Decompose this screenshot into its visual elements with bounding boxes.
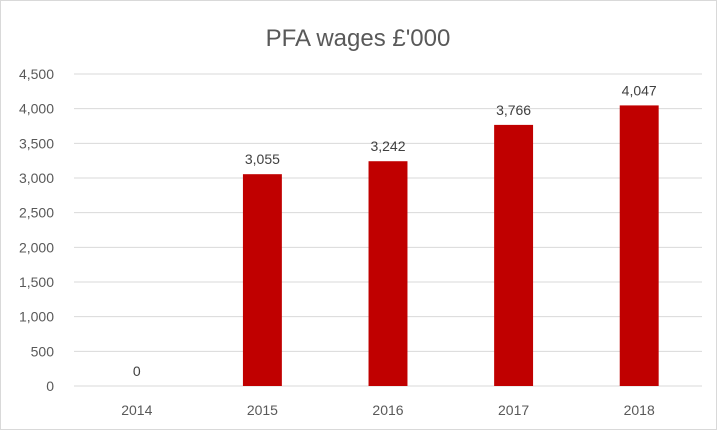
bar <box>494 124 534 387</box>
y-tick-label: 4,500 <box>19 66 54 82</box>
y-tick-label: 2,500 <box>19 205 54 221</box>
x-tick-label: 2014 <box>121 402 152 418</box>
y-tick-label: 4,000 <box>19 101 54 117</box>
bar <box>242 174 282 386</box>
y-tick-label: 1,000 <box>19 309 54 325</box>
chart-title: PFA wages £'000 <box>266 25 451 52</box>
data-label: 0 <box>133 363 141 379</box>
data-label: 3,055 <box>245 151 280 167</box>
data-label: 3,242 <box>370 138 405 154</box>
y-tick-label: 0 <box>46 378 54 394</box>
bar <box>619 105 659 387</box>
x-tick-label: 2017 <box>498 402 529 418</box>
data-labels: 0 3,055 3,242 3,766 4,047 <box>133 82 657 379</box>
y-tick-label: 500 <box>31 343 55 359</box>
data-label: 3,766 <box>496 102 531 118</box>
data-label: 4,047 <box>622 82 657 98</box>
bars <box>242 105 659 387</box>
bar <box>368 161 408 386</box>
y-tick-label: 3,000 <box>19 170 54 186</box>
x-axis-ticks: 2014 2015 2016 2017 2018 <box>121 402 655 418</box>
y-axis-ticks: 0 500 1,000 1,500 2,000 2,500 3,000 3,500 4,000 4… <box>19 66 54 394</box>
x-tick-label: 2016 <box>372 402 403 418</box>
y-tick-label: 2,000 <box>19 239 54 255</box>
y-tick-label: 3,500 <box>19 135 54 151</box>
y-tick-label: 1,500 <box>19 274 54 290</box>
x-tick-label: 2015 <box>247 402 278 418</box>
x-tick-label: 2018 <box>624 402 655 418</box>
gridlines <box>74 73 702 387</box>
